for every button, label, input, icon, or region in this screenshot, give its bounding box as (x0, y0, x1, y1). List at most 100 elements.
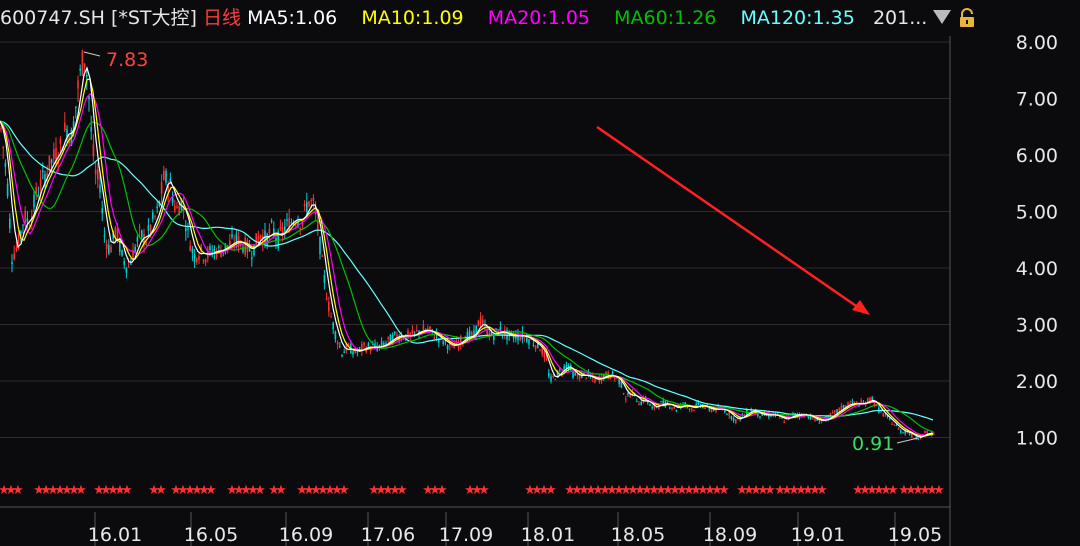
signal-star: ★ (170, 483, 182, 498)
candle-body (490, 331, 493, 336)
signal-star: ★ (107, 483, 119, 498)
triangle-down-icon[interactable] (933, 10, 951, 24)
candle-body (79, 68, 81, 71)
signal-star: ★ (375, 483, 387, 498)
signal-star: ★ (620, 483, 632, 498)
signal-star: ★ (669, 483, 681, 498)
candle-body (649, 404, 651, 406)
signal-star: ★ (852, 483, 864, 498)
signal-star: ★ (12, 483, 24, 498)
candle-body (317, 220, 319, 230)
candle-body (319, 237, 321, 255)
candle-body (171, 196, 174, 203)
candle-body (196, 258, 198, 263)
candle-body (127, 265, 130, 268)
candle-body (149, 225, 152, 231)
candle-body (77, 80, 79, 89)
candle-body (255, 233, 257, 246)
candle-body (660, 401, 662, 403)
candle-body (611, 371, 614, 376)
candle-body (59, 138, 62, 144)
kline-type[interactable]: 日线 (203, 7, 242, 29)
candle-body (541, 347, 543, 355)
candle-body (554, 379, 557, 381)
signal-star: ★ (155, 483, 167, 498)
candle-body (295, 223, 297, 225)
signal-star: ★ (191, 483, 203, 498)
candle-body (372, 344, 374, 346)
candle-body (413, 331, 416, 333)
y-tick-label: 8.00 (1016, 32, 1058, 54)
low-label: 0.91 (852, 433, 894, 455)
candle-body (213, 249, 216, 253)
candle-body (728, 411, 730, 417)
candle-body (539, 350, 541, 352)
signal-star: ★ (585, 483, 597, 498)
signal-star: ★ (33, 483, 45, 498)
candle-body (658, 407, 660, 409)
candle-body (132, 250, 134, 261)
signal-star: ★ (880, 483, 892, 498)
signal-star: ★ (40, 483, 52, 498)
signal-star: ★ (648, 483, 660, 498)
signal-star: ★ (802, 483, 814, 498)
lock-icon[interactable] (958, 8, 976, 28)
candle-body (116, 228, 119, 240)
candle-body (871, 397, 873, 402)
candle-body (147, 225, 150, 231)
candle-body (902, 432, 904, 434)
y-tick-label: 5.00 (1016, 202, 1058, 224)
candle-body (710, 409, 713, 412)
signal-star: ★ (268, 483, 280, 498)
candle-body (730, 415, 733, 419)
signal-star: ★ (736, 483, 748, 498)
candle-body (4, 162, 7, 167)
signal-star: ★ (866, 483, 878, 498)
ma120-line (0, 120, 934, 421)
candle-body (121, 250, 123, 256)
candle-body (895, 425, 898, 427)
candle-body (229, 240, 231, 246)
signal-star: ★ (859, 483, 871, 498)
candle-body (391, 335, 394, 344)
candle-body (303, 204, 306, 207)
ma60-label: MA60:1.26 (614, 7, 717, 29)
candle-body (191, 248, 194, 253)
candle-body (165, 170, 167, 183)
candle-body (704, 407, 706, 409)
signal-star: ★ (774, 483, 786, 498)
candle-body (90, 127, 92, 132)
candle-body (559, 369, 561, 371)
signal-star: ★ (324, 483, 336, 498)
candle-body (103, 235, 106, 237)
candle-body (603, 374, 605, 379)
candle-body (917, 438, 920, 440)
candle-body (396, 334, 398, 339)
signal-star: ★ (564, 483, 576, 498)
candle-body (695, 403, 697, 406)
candle-body (385, 342, 387, 344)
candle-body (347, 343, 350, 346)
candle-body (284, 226, 286, 232)
candle-body (176, 206, 178, 208)
signal-star: ★ (873, 483, 885, 498)
candle-body (666, 402, 669, 404)
candle-body (6, 183, 9, 197)
candle-body (543, 351, 546, 359)
candle-body (20, 231, 22, 236)
candle-body (519, 337, 521, 340)
high-pointer (83, 51, 101, 57)
candle-body (576, 374, 579, 376)
candle-body (807, 416, 810, 418)
y-axis: 8.00 7.00 6.00 5.00 4.00 3.00 2.00 1.00 (1016, 32, 1058, 450)
signal-star: ★ (655, 483, 667, 498)
candle-body (493, 335, 495, 340)
candle-body (325, 298, 328, 300)
signal-star: ★ (538, 483, 550, 498)
signal-star: ★ (683, 483, 695, 498)
signal-star: ★ (47, 483, 59, 498)
candle-body (2, 146, 4, 149)
candle-body (851, 400, 854, 403)
y-tick-label: 7.00 (1016, 89, 1058, 111)
signal-star: ★ (592, 483, 604, 498)
